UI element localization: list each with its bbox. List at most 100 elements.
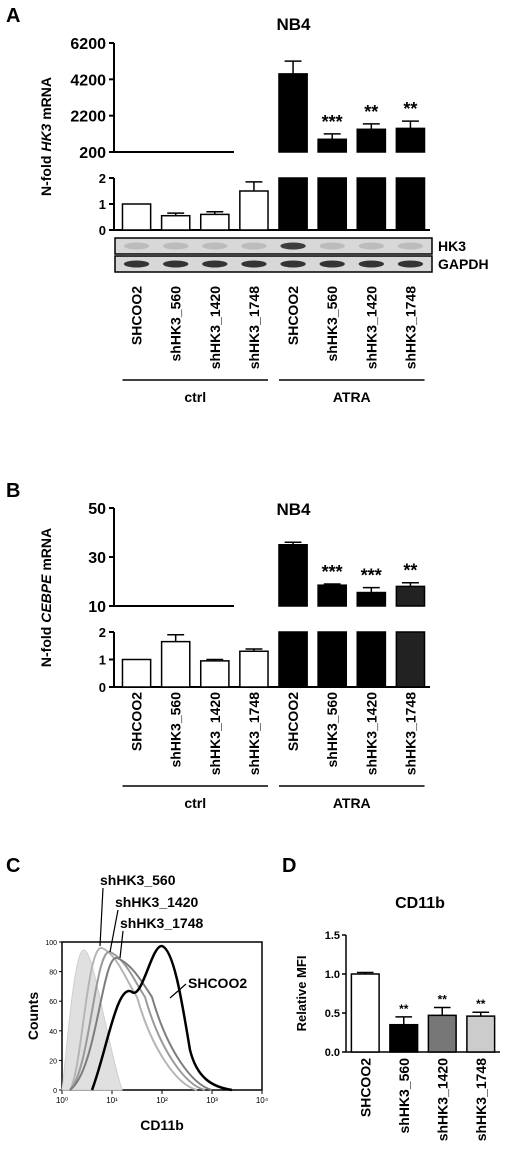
significance-marker: ** <box>403 561 417 581</box>
x-tick-label: 10² <box>156 1096 168 1105</box>
blot-band <box>163 242 189 250</box>
bar-lower <box>239 190 269 231</box>
histogram-curve-shcoo2 <box>90 944 233 1092</box>
x-tick-label: SHCOO2 <box>129 692 145 751</box>
blot-strip <box>114 237 433 255</box>
bar-lower <box>239 650 269 688</box>
x-tick-label: shHK3_1420 <box>207 286 223 369</box>
y-tick-label: 100 <box>45 940 57 947</box>
chart-title: NB4 <box>276 15 311 34</box>
significance-marker: ** <box>476 997 486 1011</box>
series-callout <box>109 909 119 953</box>
y-tick-label: 80 <box>49 970 57 977</box>
y-tick-label-upper: 30 <box>88 550 106 567</box>
histogram-curve <box>69 951 206 1091</box>
group-label: ATRA <box>333 795 371 811</box>
x-tick-label: shHK3_1748 <box>402 692 418 775</box>
y-axis-label: N-fold CEBPE mRNA <box>38 528 54 667</box>
x-tick-label: 10¹ <box>106 1096 118 1105</box>
significance-marker: *** <box>322 562 343 582</box>
blot-band <box>319 260 345 268</box>
group-label: ctrl <box>184 389 206 405</box>
significance-marker: *** <box>322 112 343 132</box>
y-tick-label: 1.5 <box>325 930 340 942</box>
bar-lower <box>356 177 387 231</box>
bar-lower <box>317 631 348 688</box>
significance-marker: ** <box>438 993 448 1007</box>
bar <box>350 973 380 1053</box>
blot-label: GAPDH <box>438 256 489 272</box>
panel-c-histogram: Counts CD11b 10⁰ 10¹ 10² 10³ 10⁴ 0 20 40 60 80 100 sh… <box>25 872 269 1133</box>
y-tick-label-lower: 1 <box>99 653 106 668</box>
blot-band <box>241 242 267 250</box>
x-tick-label: 10⁰ <box>56 1096 68 1105</box>
y-axis-label: Relative MFI <box>294 956 309 1032</box>
group-label: ATRA <box>333 389 371 405</box>
bar-lower <box>395 631 426 688</box>
isotype-histogram <box>61 949 123 1091</box>
bar-upper <box>278 544 308 607</box>
y-tick-label: 0.5 <box>325 1008 340 1020</box>
series-callout <box>99 887 104 947</box>
y-tick-label-lower: 2 <box>99 171 106 186</box>
significance-marker: ** <box>399 1002 409 1016</box>
panel-letter-d: D <box>282 855 296 877</box>
blot-strip <box>114 255 433 273</box>
y-tick-label: 0.0 <box>325 1047 340 1059</box>
bar-lower <box>317 177 348 231</box>
significance-marker: ** <box>403 99 417 119</box>
x-tick-label: shHK3_560 <box>168 286 184 362</box>
y-axis-label: Counts <box>25 992 41 1040</box>
bar-lower <box>160 214 191 231</box>
y-tick-label-upper: 4200 <box>70 72 106 89</box>
x-tick-label: shHK3_560 <box>396 1058 412 1134</box>
group-label: ctrl <box>184 795 206 811</box>
x-axis-label: CD11b <box>140 1117 184 1133</box>
chart-title: NB4 <box>276 500 311 519</box>
series-label: shHK3_1420 <box>115 894 198 910</box>
bar-upper <box>317 584 348 607</box>
blot-band <box>163 260 189 268</box>
x-tick-label: SHCOO2 <box>129 286 145 345</box>
histogram-curve <box>69 947 198 1091</box>
blot-band <box>397 242 424 250</box>
histogram-curve <box>69 957 213 1091</box>
blot-band <box>202 260 228 268</box>
x-tick-label: shHK3_1420 <box>363 286 379 369</box>
x-tick-label: shHK3_1748 <box>246 286 262 369</box>
series-label: shHK3_560 <box>100 872 176 888</box>
blot-band <box>280 242 306 250</box>
y-tick-label-upper: 10 <box>88 599 106 616</box>
y-tick-label-lower: 2 <box>99 625 106 640</box>
bar-upper <box>317 138 348 153</box>
x-tick-label: shHK3_1748 <box>402 286 418 369</box>
blot-band <box>123 260 150 268</box>
blot-band <box>358 260 384 268</box>
x-tick-label: shHK3_560 <box>324 692 340 768</box>
x-tick-label: shHK3_1420 <box>363 692 379 775</box>
blot-band <box>358 242 384 250</box>
x-tick-label: shHK3_1748 <box>246 692 262 775</box>
bar-upper <box>395 585 426 607</box>
y-tick-label: 40 <box>49 1029 57 1036</box>
series-callout <box>169 983 187 999</box>
bar-lower <box>121 658 152 688</box>
blot-band <box>123 242 150 250</box>
y-tick-label-upper: 2200 <box>70 109 106 126</box>
series-label: SHCOO2 <box>188 975 247 991</box>
y-tick-label: 60 <box>49 999 57 1006</box>
bar-upper <box>278 73 308 153</box>
bar-lower <box>160 640 191 688</box>
panel-letter-c: C <box>6 855 20 877</box>
significance-marker: *** <box>361 566 382 586</box>
bar-lower <box>121 203 152 231</box>
bar-lower <box>199 213 230 231</box>
blot-band <box>397 260 424 268</box>
y-tick-label-upper: 200 <box>79 145 106 162</box>
x-tick-label: shHK3_560 <box>324 286 340 362</box>
series-label: shHK3_1748 <box>120 915 203 931</box>
blot-band <box>202 242 228 250</box>
